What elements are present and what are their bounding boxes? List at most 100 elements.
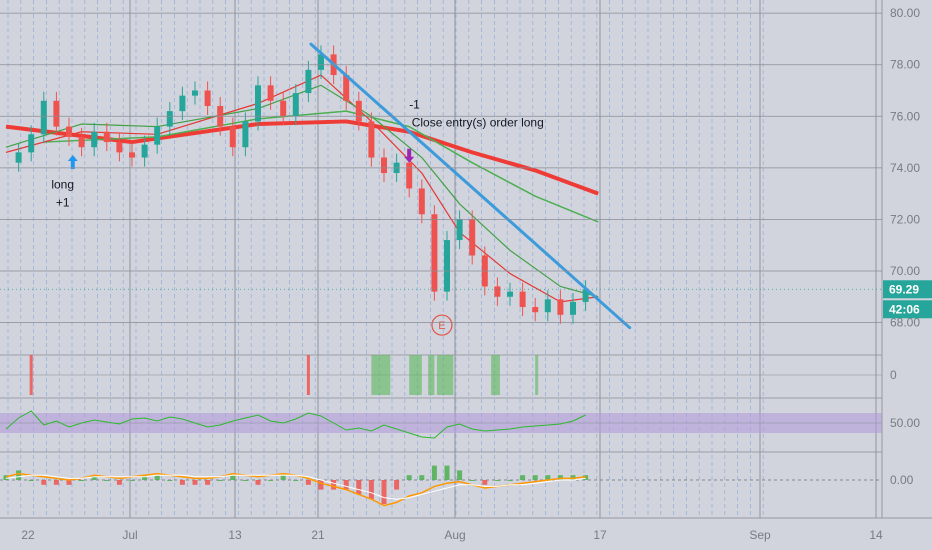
macd-histogram-bar [356,480,362,495]
signal-bar-green [491,355,500,395]
macd-histogram-bar [104,480,110,481]
candle-body [355,100,362,122]
candle-body [570,301,576,315]
macd-histogram-bar [79,480,85,481]
candle-body [192,90,198,96]
macd-histogram-bar [154,475,160,480]
macd-histogram-bar [293,480,299,481]
candle-body [166,111,173,127]
time-tick-label: 13 [228,528,242,542]
macd-histogram-bar [469,480,475,481]
candle-body [444,240,450,292]
macd-histogram-bar [406,475,412,480]
macd-histogram-bar [507,480,513,481]
candle-body [469,219,476,256]
candle-body [204,90,211,106]
macd-histogram-bar [457,470,463,480]
trendline [309,42,632,330]
candle-body [557,299,564,315]
macd-histogram-bar [28,480,34,481]
countdown-badge [883,300,932,319]
macd-histogram-bar [557,475,563,480]
macd-histogram-bar [255,480,261,485]
candle-body [381,157,387,173]
candle-body [141,144,148,158]
time-tick-label: Jul [122,528,137,542]
price-tick-label: 68.00 [890,316,920,330]
time-tick-label: 17 [593,528,607,542]
macd-histogram-bar [116,480,122,485]
candle-body [544,299,551,313]
macd-histogram-bar [532,475,538,480]
signal-bar-green [436,355,454,395]
trade-annotation: Close entry(s) order long [412,116,544,130]
macd-histogram-bar [179,480,185,485]
candle-body [78,136,85,148]
moving-average-line [5,119,599,196]
trade-annotation: long [51,177,74,191]
price-tick-label: 72.00 [890,212,920,226]
candle-body [15,152,22,163]
price-tick-label: 74.00 [890,161,920,175]
macd-histogram-bar [482,480,488,485]
macd-histogram-bar [570,475,576,480]
macd-histogram-bar [16,470,22,480]
macd-histogram-bar [381,480,387,504]
macd-histogram-bar [230,475,236,480]
signal-bar-red [29,355,33,395]
macd-histogram-bar [444,465,450,480]
candle-body [91,131,98,148]
macd-histogram-bar [520,475,526,480]
candle-body [368,121,375,158]
candle-body [179,95,186,112]
candle-body [292,93,299,117]
candle-body [267,85,274,101]
price-tick-label: 70.00 [890,264,920,278]
candle-body [305,69,312,94]
candle-body [229,126,236,148]
time-tick-label: 22 [21,528,35,542]
macd-histogram-bar [129,480,135,481]
candle-body [318,54,324,70]
signal-bar-green [371,355,391,395]
time-axis[interactable]: 22 Jul 13 21 Aug 17 Sep 14 [0,517,932,542]
macd-histogram-bar [343,480,349,490]
time-tick-label: 14 [869,528,883,542]
price-axis[interactable]: 80.00 78.00 76.00 74.00 72.00 70.00 68.00 69.29… [0,0,932,518]
candle-body [406,162,413,189]
event-marker-circle [431,314,453,336]
macd-histogram-bar [242,480,248,481]
candle-body [28,134,35,153]
signal-pane: 0 [0,354,897,395]
candle-body [103,131,110,143]
macd-histogram-bar [368,480,374,500]
rsi-line [5,410,586,439]
macd-histogram-bar [331,480,337,490]
candle-body [280,100,287,117]
macd-tick-label: 0.00 [890,473,914,487]
vertical-gridlines [7,0,877,518]
close-entry-arrow-icon [404,148,415,163]
time-tick-label: 21 [311,528,325,542]
signal-bar-red [306,355,310,395]
macd-signal-line [5,474,586,500]
rsi-tick-label: 50.00 [890,416,920,430]
event-marker-label: E [438,320,445,332]
signal-zero-label: 0 [890,368,897,382]
macd-histogram-bar [419,475,425,480]
macd-histogram-bar [66,480,72,485]
candle-body [431,214,438,292]
candle-body [343,75,350,101]
macd-histogram-bar [394,480,400,490]
bar-countdown: 42:06 [889,302,920,316]
macd-pane: 0.00 [0,451,914,507]
macd-histogram-bar [494,480,500,481]
candle-body [255,85,261,122]
macd-histogram-bar [318,480,324,490]
macd-histogram-bar [431,465,437,480]
current-price-value: 69.29 [889,282,919,296]
candle-body [507,291,513,297]
candle-body [532,307,539,313]
candle-body [116,142,123,153]
